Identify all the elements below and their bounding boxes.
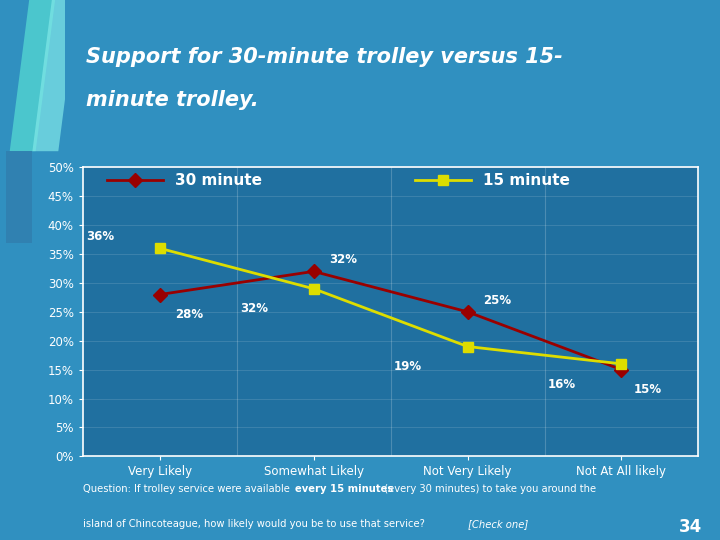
Polygon shape (6, 151, 32, 243)
Text: Support for 30-minute trolley versus 15-: Support for 30-minute trolley versus 15- (86, 46, 563, 67)
Text: 32%: 32% (240, 302, 268, 315)
Polygon shape (32, 0, 78, 151)
Text: 25%: 25% (483, 294, 511, 307)
Text: 28%: 28% (175, 308, 203, 321)
Text: 19%: 19% (394, 360, 422, 373)
Text: every 15 minutes: every 15 minutes (295, 484, 393, 494)
Text: 32%: 32% (329, 253, 357, 266)
Text: 36%: 36% (86, 230, 114, 243)
Text: Question: If trolley service were available: Question: If trolley service were availa… (83, 484, 293, 494)
Text: island of Chincoteague, how likely would you be to use that service?: island of Chincoteague, how likely would… (83, 519, 431, 529)
Text: 15%: 15% (634, 383, 662, 396)
Text: minute trolley.: minute trolley. (86, 90, 259, 110)
Text: [Check one]: [Check one] (468, 519, 528, 529)
Text: 15 minute: 15 minute (483, 173, 570, 188)
Text: 16%: 16% (548, 377, 576, 390)
Polygon shape (9, 0, 55, 151)
Text: (every 30 minutes) to take you around the: (every 30 minutes) to take you around th… (378, 484, 596, 494)
Text: 30 minute: 30 minute (175, 173, 262, 188)
Text: 34: 34 (679, 517, 702, 536)
